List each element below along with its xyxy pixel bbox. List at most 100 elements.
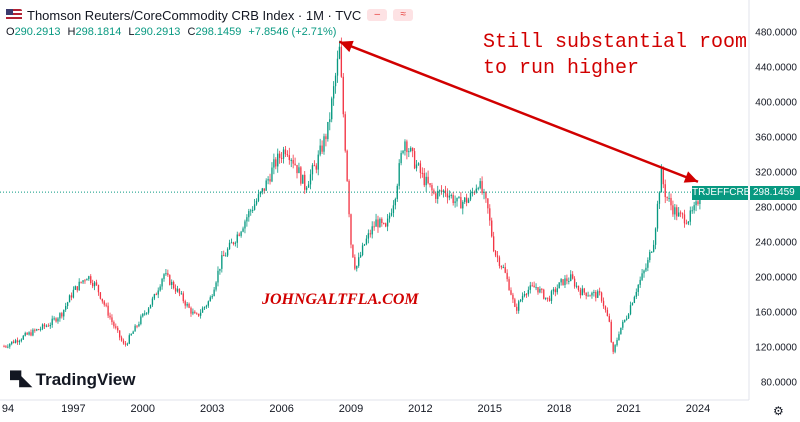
candle-body xyxy=(358,257,360,266)
candle-body xyxy=(458,197,460,199)
candle-body xyxy=(109,315,111,318)
candle-body xyxy=(683,214,686,224)
candle-body xyxy=(377,219,379,228)
candle-body xyxy=(662,168,664,185)
time-tick-label: 2018 xyxy=(546,403,572,415)
candle-body xyxy=(176,288,179,292)
candle-body xyxy=(92,283,94,287)
candle-body xyxy=(82,280,84,283)
low-label: L xyxy=(128,26,135,38)
candle-body xyxy=(560,279,562,283)
candle-body xyxy=(88,276,90,280)
candle-body xyxy=(514,299,516,307)
candle-body xyxy=(388,215,391,219)
candle-body xyxy=(186,303,188,306)
candle-body xyxy=(425,176,427,186)
candle-body xyxy=(294,163,296,166)
candle-body xyxy=(531,285,533,287)
candle-body xyxy=(292,159,294,164)
candle-body xyxy=(541,288,543,290)
candle-body xyxy=(305,187,308,190)
candle-body xyxy=(606,309,609,317)
candle-body xyxy=(49,324,51,327)
candle-body xyxy=(627,314,630,319)
candle-body xyxy=(518,301,520,311)
candle-body xyxy=(510,290,512,295)
candle-body xyxy=(575,285,578,287)
candle-body xyxy=(587,295,589,297)
candle-body xyxy=(213,289,215,297)
candle-body xyxy=(591,292,593,296)
candle-body xyxy=(598,291,601,293)
candle-body xyxy=(32,329,34,336)
candle-body xyxy=(78,281,80,291)
candle-body xyxy=(57,318,59,322)
candle-body xyxy=(107,305,109,316)
candle-body xyxy=(111,317,113,323)
candle-body xyxy=(36,329,38,331)
candle-body xyxy=(284,149,287,155)
candle-body xyxy=(334,75,337,87)
price-tick-label: 360.0000 xyxy=(755,132,797,144)
candle-body xyxy=(670,197,672,206)
candle-body xyxy=(566,278,568,282)
candle-body xyxy=(201,308,204,313)
candle-body xyxy=(244,221,246,229)
candle-body xyxy=(16,340,19,343)
candle-body xyxy=(691,210,693,212)
candle-body xyxy=(398,163,400,186)
minus-icon[interactable]: – xyxy=(367,9,388,21)
candle-body xyxy=(631,302,634,306)
candle-body xyxy=(321,145,323,152)
candle-body xyxy=(232,242,235,244)
candle-body xyxy=(338,46,341,59)
candle-body xyxy=(331,98,333,120)
high-label: H xyxy=(67,26,76,38)
candle-body xyxy=(477,188,479,190)
candle-body xyxy=(230,242,233,244)
candle-body xyxy=(440,190,443,193)
candle-body xyxy=(633,296,636,303)
candle-body xyxy=(290,159,292,161)
candle-body xyxy=(641,273,643,280)
candle-body xyxy=(539,288,541,293)
candle-body xyxy=(34,329,36,331)
candle-body xyxy=(53,318,55,320)
candle-body xyxy=(431,185,433,191)
candle-body xyxy=(664,184,666,198)
close-label: C xyxy=(187,26,196,38)
candle-body xyxy=(317,154,319,170)
candle-body xyxy=(506,272,508,280)
candle-body xyxy=(448,195,450,198)
candle-body xyxy=(361,245,364,256)
candle-body xyxy=(169,275,171,285)
candle-body xyxy=(65,306,67,310)
candle-body xyxy=(572,274,574,279)
candle-body xyxy=(74,286,77,290)
candle-body xyxy=(498,257,501,266)
candle-body xyxy=(656,203,659,229)
candle-body xyxy=(236,234,238,243)
wave-icon[interactable]: ≈ xyxy=(393,9,414,21)
candle-body xyxy=(373,226,375,228)
ohlc-readout: O290.2913 H298.1814 L290.2913 C298.1459 … xyxy=(6,26,340,38)
candle-body xyxy=(43,324,46,327)
candle-body xyxy=(483,191,485,194)
candle-body xyxy=(363,244,366,246)
candle-body xyxy=(699,198,701,205)
candle-body xyxy=(190,307,192,314)
gear-icon[interactable]: ⚙ xyxy=(773,404,784,418)
candle-body xyxy=(419,163,422,173)
tradingview-logo[interactable]: ▀◣ TradingView xyxy=(10,370,135,390)
candle-body xyxy=(460,197,462,209)
candle-body xyxy=(672,205,674,215)
symbol-title[interactable]: Thomson Reuters/CoreCommodity CRB Index … xyxy=(27,7,362,23)
candle-body xyxy=(427,176,429,184)
candle-body xyxy=(280,157,283,159)
candle-body xyxy=(552,289,555,292)
candle-body xyxy=(390,212,393,216)
candle-body xyxy=(502,267,504,269)
candle-body xyxy=(63,309,65,317)
candle-body xyxy=(24,332,26,336)
